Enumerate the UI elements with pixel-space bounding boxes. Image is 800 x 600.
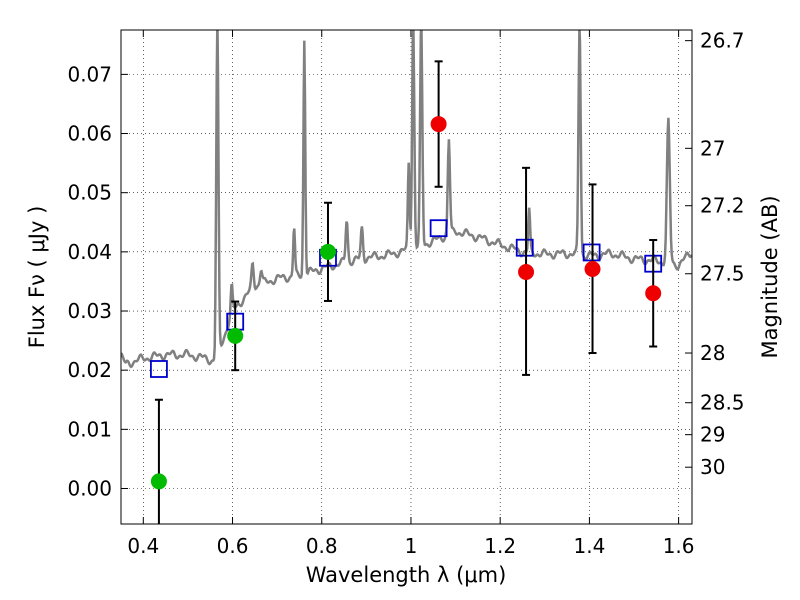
x-tick-label: 1	[405, 534, 418, 558]
plot-content	[121, 30, 692, 524]
model-point-square	[429, 219, 448, 238]
model-point-square	[515, 238, 534, 257]
x-tick-label: 0.6	[217, 534, 249, 558]
y-axis-label: Flux Fν ( μJy )	[25, 206, 49, 349]
right-tick-label: 28	[700, 341, 725, 365]
x-tick-label: 0.4	[127, 534, 159, 558]
x-tick-label: 1.2	[484, 534, 516, 558]
right-tick-label: 26.7	[700, 29, 745, 53]
observed-point-red	[518, 263, 535, 280]
x-tick-label: 1.4	[573, 534, 605, 558]
y-tick-label: 0.02	[67, 358, 112, 382]
tick-labels: 0.4 0.6 0.8 1 1.2 1.4 1.6 0.00 0.01 0.02 0.03 0.04 0…	[67, 29, 744, 558]
observed-point-green	[319, 243, 336, 260]
plot-frame	[120, 29, 693, 525]
y-tick-label: 0.06	[67, 122, 112, 146]
model-spectrum-line	[121, 30, 692, 369]
y-tick-label: 0.01	[67, 417, 112, 441]
x-axis-label: Wavelength λ (μm)	[306, 563, 507, 587]
right-tick-label: 27.2	[700, 194, 745, 218]
right-axis-label: Magnitude (AB)	[758, 195, 782, 358]
y-tick-label: 0.07	[67, 62, 112, 86]
y-tick-label: 0.04	[67, 240, 112, 264]
observed-point-red	[584, 261, 601, 278]
right-tick-label: 27.5	[700, 262, 745, 286]
y-tick-label: 0.00	[67, 477, 112, 501]
x-tick-label: 1.6	[663, 534, 695, 558]
y-tick-label: 0.03	[67, 299, 112, 323]
observed-point-red	[430, 116, 447, 133]
right-tick-label: 29	[700, 423, 725, 447]
plot-background	[121, 30, 692, 524]
right-tick-label: 30	[700, 455, 725, 479]
observed-point-green	[150, 473, 167, 490]
right-tick-label: 28.5	[700, 391, 745, 415]
axis-ticks	[121, 30, 692, 524]
y-tick-label: 0.05	[67, 181, 112, 205]
observed-photometry-markers	[150, 116, 662, 490]
model-point-square	[150, 360, 168, 378]
observed-point-green	[227, 327, 244, 344]
x-tick-label: 0.8	[306, 534, 338, 558]
right-tick-label: 27	[700, 136, 725, 160]
observed-point-red	[645, 285, 662, 302]
